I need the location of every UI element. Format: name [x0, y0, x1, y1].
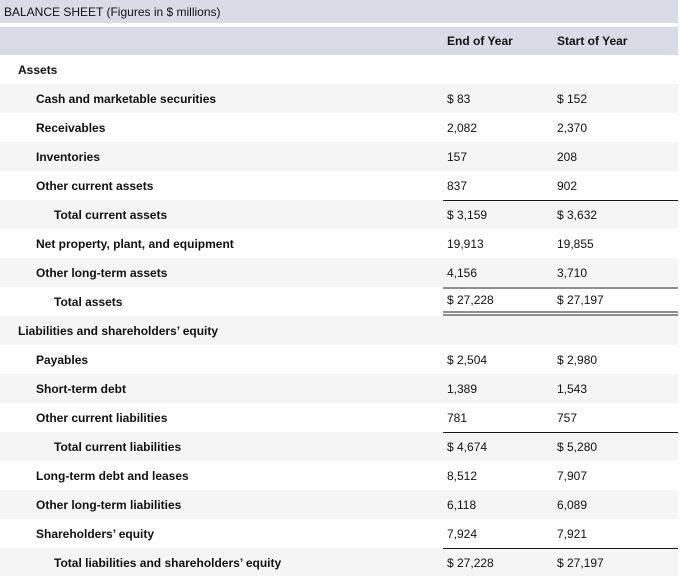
- cell-start-of-year: $ 2,980: [557, 352, 598, 367]
- cell-start-of-year: [553, 55, 678, 84]
- cell-end-of-year: 837: [447, 178, 468, 193]
- table-row-receivables: Receivables 2,082 2,370: [0, 113, 678, 142]
- cell-start-of-year: 902: [557, 178, 578, 193]
- row-label: Total liabilities and shareholders’ equi…: [54, 555, 282, 570]
- cell-end-of-year: $ 27,228: [447, 293, 494, 307]
- cell-start-of-year: 6,089: [557, 497, 588, 512]
- cell-end-of-year: 1,389: [447, 381, 478, 396]
- row-label: Inventories: [36, 149, 101, 164]
- cell-start-of-year: $ 27,197: [557, 293, 604, 307]
- row-label: Other current assets: [36, 178, 154, 193]
- sheet-title-bar: BALANCE SHEET (Figures in $ millions): [0, 0, 678, 23]
- table-row-total-assets: Total assets $ 27,228 $ 27,197: [0, 287, 678, 316]
- cell-start-of-year: $ 3,632: [557, 208, 598, 222]
- table-row-cash: Cash and marketable securities $ 83 $ 15…: [0, 84, 678, 113]
- row-label: Payables: [36, 352, 89, 367]
- cell-end-of-year: 4,156: [447, 265, 478, 280]
- cell-end-of-year: 781: [447, 410, 468, 425]
- row-label: Net property, plant, and equipment: [36, 236, 234, 251]
- cell-end-of-year: $ 83: [447, 91, 471, 106]
- cell-end-of-year: [443, 316, 553, 345]
- table-row-other-current-assets: Other current assets 837 902: [0, 171, 678, 200]
- cell-end-of-year: 2,082: [447, 120, 478, 135]
- cell-end-of-year: 6,118: [447, 497, 477, 512]
- table-row-total-current-liabilities: Total current liabilities $ 4,674 $ 5,28…: [0, 432, 678, 461]
- cell-start-of-year: 208: [557, 149, 578, 164]
- cell-start-of-year: 3,710: [557, 265, 588, 280]
- column-header-end-of-year: End of Year: [447, 34, 513, 48]
- table-row-other-current-liabilities: Other current liabilities 781 757: [0, 403, 678, 432]
- table-row-inventories: Inventories 157 208: [0, 142, 678, 171]
- table-row-long-term-debt: Long-term debt and leases 8,512 7,907: [0, 461, 678, 490]
- cell-end-of-year: $ 27,228: [447, 556, 494, 570]
- cell-start-of-year: 757: [557, 410, 578, 425]
- cell-start-of-year: [553, 316, 678, 345]
- table-row-other-long-term-assets: Other long-term assets 4,156 3,710: [0, 258, 678, 287]
- table-row-total-liabilities-equity: Total liabilities and shareholders’ equi…: [0, 548, 678, 576]
- cell-start-of-year: 19,855: [557, 236, 594, 251]
- divider: [0, 23, 683, 27]
- table-row-shareholders-equity: Shareholders’ equity 7,924 7,921: [0, 519, 678, 548]
- row-label: Total current assets: [54, 207, 168, 222]
- row-label: Assets: [18, 62, 58, 77]
- row-label: Total assets: [54, 294, 123, 309]
- table-row-section-liabilities: Liabilities and shareholders’ equity: [0, 316, 678, 345]
- cell-end-of-year: $ 3,159: [447, 208, 488, 222]
- row-label: Other long-term assets: [36, 265, 168, 280]
- cell-end-of-year: 19,913: [447, 236, 484, 251]
- row-label: Other current liabilities: [36, 410, 168, 425]
- column-header-start-of-year: Start of Year: [557, 34, 628, 48]
- table-row-net-ppe: Net property, plant, and equipment 19,91…: [0, 229, 678, 258]
- sheet-title: BALANCE SHEET (Figures in $ millions): [4, 4, 221, 19]
- cell-start-of-year: $ 5,280: [557, 440, 598, 454]
- cell-end-of-year: [443, 55, 553, 84]
- table-row-total-current-assets: Total current assets $ 3,159 $ 3,632: [0, 200, 678, 229]
- table-row-payables: Payables $ 2,504 $ 2,980: [0, 345, 678, 374]
- cell-end-of-year: $ 4,674: [447, 440, 488, 454]
- row-label: Short-term debt: [36, 381, 126, 396]
- row-label: Receivables: [36, 120, 106, 135]
- cell-start-of-year: 2,370: [557, 120, 588, 135]
- cell-end-of-year: 7,924: [447, 526, 478, 541]
- row-label: Total current liabilities: [54, 439, 182, 454]
- cell-start-of-year: $ 152: [557, 91, 588, 106]
- row-label: Shareholders’ equity: [36, 526, 155, 541]
- row-label: Other long-term liabilities: [36, 497, 182, 512]
- cell-start-of-year: 7,907: [557, 468, 588, 483]
- column-header-spacer: [0, 27, 443, 55]
- table-row-other-long-term-liabilities: Other long-term liabilities 6,118 6,089: [0, 490, 678, 519]
- cell-end-of-year: $ 2,504: [447, 352, 488, 367]
- table-row-section-assets: Assets: [0, 55, 678, 84]
- cell-end-of-year: 8,512: [447, 468, 478, 483]
- row-label: Cash and marketable securities: [36, 91, 217, 106]
- column-headers: End of Year Start of Year: [443, 27, 678, 55]
- column-header-row: End of Year Start of Year: [0, 27, 678, 55]
- table-row-short-term-debt: Short-term debt 1,389 1,543: [0, 374, 678, 403]
- cell-end-of-year: 157: [447, 149, 468, 164]
- cell-start-of-year: 1,543: [557, 381, 588, 396]
- row-label: Liabilities and shareholders’ equity: [18, 323, 219, 338]
- row-label: Long-term debt and leases: [36, 468, 189, 483]
- cell-start-of-year: 7,921: [557, 526, 588, 541]
- cell-start-of-year: $ 27,197: [557, 556, 604, 570]
